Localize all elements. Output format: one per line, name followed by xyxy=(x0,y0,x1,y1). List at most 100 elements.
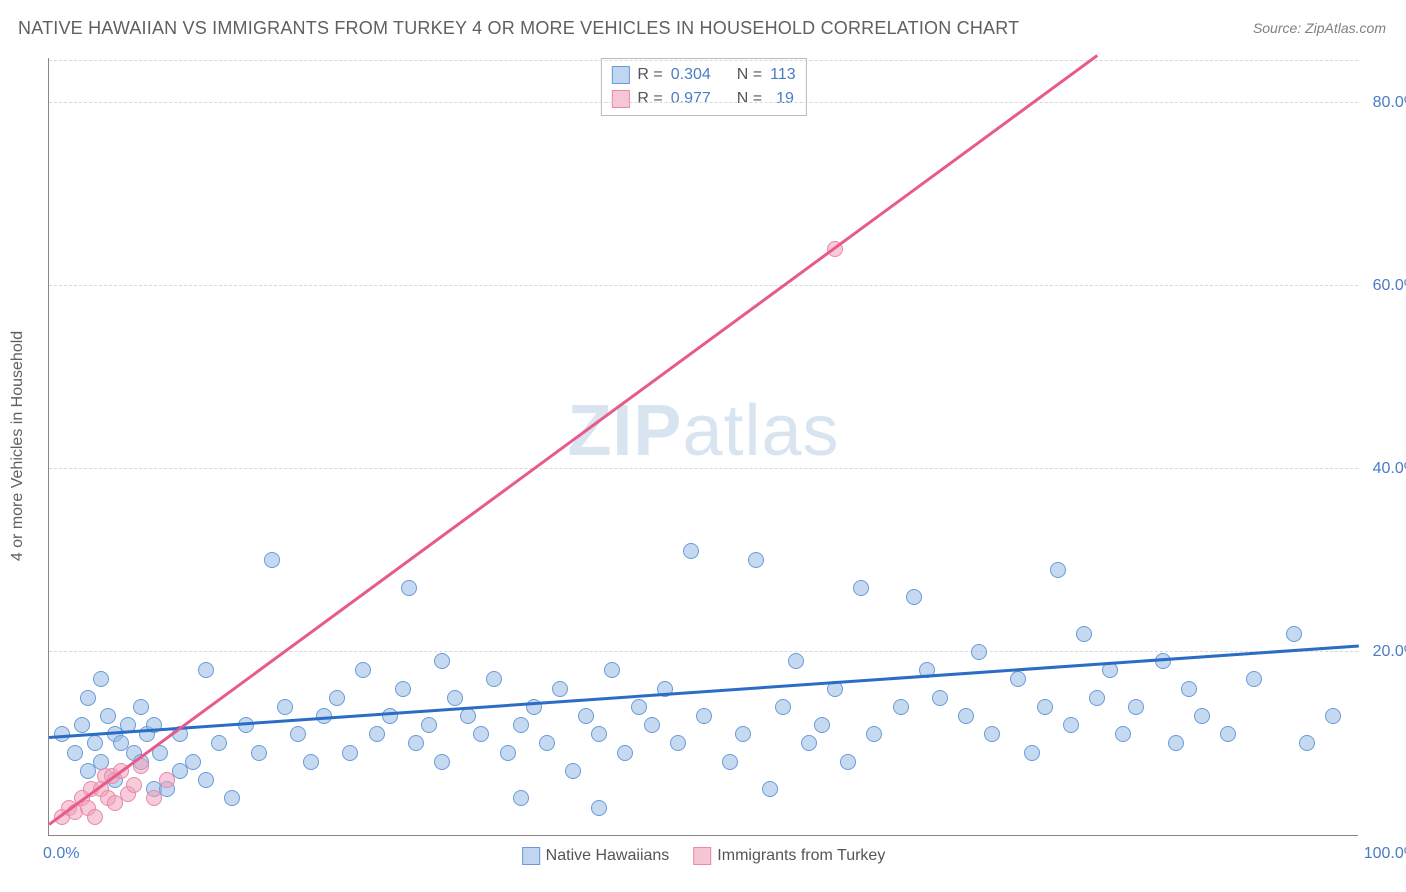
swatch-pink-icon xyxy=(611,90,629,108)
data-point-blue xyxy=(133,699,149,715)
data-point-blue xyxy=(290,726,306,742)
data-point-blue xyxy=(893,699,909,715)
data-point-blue xyxy=(74,717,90,733)
data-point-blue xyxy=(762,781,778,797)
data-point-blue xyxy=(853,580,869,596)
data-point-blue xyxy=(539,735,555,751)
grid-line xyxy=(49,651,1358,652)
data-point-blue xyxy=(93,671,109,687)
bottom-legend: Native Hawaiians Immigrants from Turkey xyxy=(522,847,886,865)
data-point-pink xyxy=(159,772,175,788)
data-point-blue xyxy=(722,754,738,770)
x-tick-label: 0.0% xyxy=(43,845,79,863)
data-point-blue xyxy=(775,699,791,715)
chart-title: NATIVE HAWAIIAN VS IMMIGRANTS FROM TURKE… xyxy=(18,18,1019,39)
data-point-blue xyxy=(631,699,647,715)
data-point-blue xyxy=(238,717,254,733)
data-point-blue xyxy=(421,717,437,733)
data-point-blue xyxy=(264,552,280,568)
legend-label-blue: Native Hawaiians xyxy=(546,847,670,865)
data-point-blue xyxy=(788,653,804,669)
data-point-pink xyxy=(146,790,162,806)
data-point-blue xyxy=(1325,708,1341,724)
data-point-blue xyxy=(984,726,1000,742)
data-point-pink xyxy=(87,809,103,825)
data-point-blue xyxy=(355,662,371,678)
data-point-blue xyxy=(67,745,83,761)
data-point-blue xyxy=(434,653,450,669)
data-point-blue xyxy=(801,735,817,751)
data-point-blue xyxy=(486,671,502,687)
data-point-blue xyxy=(1286,626,1302,642)
data-point-blue xyxy=(552,681,568,697)
stats-legend-box: R = 0.304 N = 113 R = 0.977 N = 19 xyxy=(600,58,806,116)
data-point-blue xyxy=(224,790,240,806)
data-point-blue xyxy=(395,681,411,697)
data-point-blue xyxy=(1089,690,1105,706)
legend-label-pink: Immigrants from Turkey xyxy=(717,847,885,865)
data-point-blue xyxy=(840,754,856,770)
data-point-blue xyxy=(500,745,516,761)
data-point-blue xyxy=(80,690,96,706)
data-point-blue xyxy=(1115,726,1131,742)
data-point-blue xyxy=(1246,671,1262,687)
data-point-blue xyxy=(434,754,450,770)
data-point-blue xyxy=(251,745,267,761)
r-value-pink: 0.977 xyxy=(671,87,711,111)
swatch-blue-icon xyxy=(611,66,629,84)
data-point-blue xyxy=(670,735,686,751)
r-label-2: R = xyxy=(637,87,662,111)
data-point-blue xyxy=(591,800,607,816)
data-point-blue xyxy=(644,717,660,733)
data-point-blue xyxy=(617,745,633,761)
legend-item-pink: Immigrants from Turkey xyxy=(693,847,885,865)
data-point-blue xyxy=(1181,681,1197,697)
data-point-blue xyxy=(100,708,116,724)
data-point-blue xyxy=(185,754,201,770)
data-point-blue xyxy=(604,662,620,678)
data-point-blue xyxy=(198,772,214,788)
data-point-blue xyxy=(866,726,882,742)
r-label: R = xyxy=(637,63,662,87)
source-attribution: Source: ZipAtlas.com xyxy=(1253,20,1386,36)
data-point-blue xyxy=(1050,562,1066,578)
stats-row-blue: R = 0.304 N = 113 xyxy=(611,63,795,87)
data-point-blue xyxy=(565,763,581,779)
n-value-blue: 113 xyxy=(770,63,796,87)
data-point-blue xyxy=(342,745,358,761)
data-point-blue xyxy=(401,580,417,596)
data-point-blue xyxy=(1128,699,1144,715)
data-point-blue xyxy=(696,708,712,724)
data-point-blue xyxy=(382,708,398,724)
y-axis-title: 4 or more Vehicles in Household xyxy=(9,331,27,561)
x-tick-label: 100.0% xyxy=(1364,845,1406,863)
data-point-blue xyxy=(735,726,751,742)
r-value-blue: 0.304 xyxy=(671,63,711,87)
data-point-blue xyxy=(87,735,103,751)
data-point-blue xyxy=(578,708,594,724)
data-point-blue xyxy=(748,552,764,568)
grid-line xyxy=(49,285,1358,286)
legend-item-blue: Native Hawaiians xyxy=(522,847,670,865)
data-point-blue xyxy=(329,690,345,706)
data-point-blue xyxy=(1076,626,1092,642)
legend-swatch-pink-icon xyxy=(693,847,711,865)
n-value-pink: 19 xyxy=(770,87,794,111)
data-point-blue xyxy=(1220,726,1236,742)
data-point-blue xyxy=(303,754,319,770)
data-point-blue xyxy=(369,726,385,742)
data-point-blue xyxy=(277,699,293,715)
data-point-blue xyxy=(591,726,607,742)
data-point-blue xyxy=(906,589,922,605)
watermark-light: atlas xyxy=(682,391,839,471)
data-point-blue xyxy=(447,690,463,706)
data-point-blue xyxy=(683,543,699,559)
y-tick-label: 40.0% xyxy=(1373,460,1406,478)
n-label: N = xyxy=(737,63,762,87)
data-point-blue xyxy=(460,708,476,724)
y-tick-label: 80.0% xyxy=(1373,94,1406,112)
legend-swatch-blue-icon xyxy=(522,847,540,865)
watermark-text: ZIPatlas xyxy=(567,390,839,472)
data-point-blue xyxy=(814,717,830,733)
data-point-blue xyxy=(932,690,948,706)
